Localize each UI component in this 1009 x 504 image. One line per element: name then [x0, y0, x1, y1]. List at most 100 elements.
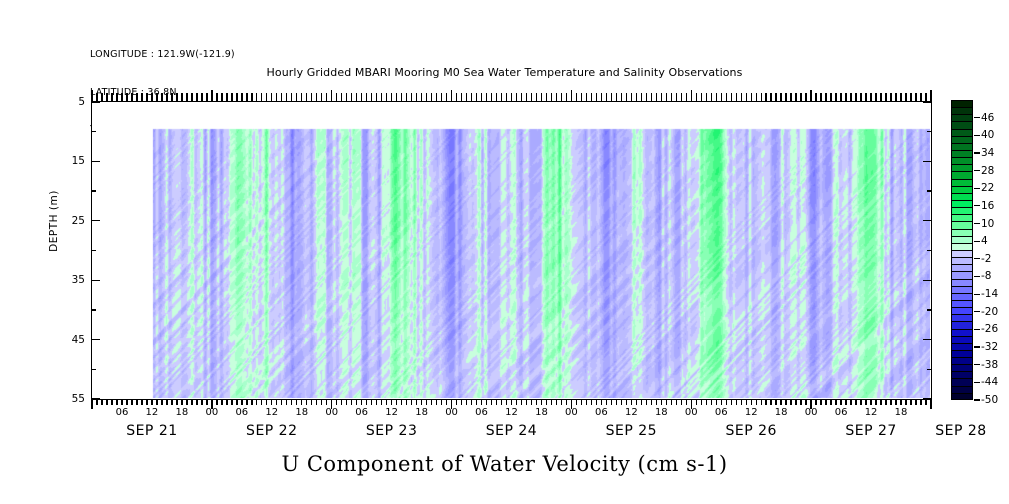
x-tick-bottom: [186, 400, 188, 405]
x-tick-bottom: [525, 400, 528, 405]
chart-caption: U Component of Water Velocity (cm s-1): [281, 452, 728, 476]
colorbar-swatch: [952, 365, 972, 373]
x-tick-bottom: [266, 400, 268, 405]
x-tick-bottom: [276, 400, 278, 405]
y-tick-minor-right: [927, 309, 932, 311]
x-tick-bottom: [840, 400, 842, 405]
x-tick-bottom: [495, 400, 498, 405]
x-tick-top: [350, 93, 353, 101]
y-axis-tick-label: 15: [71, 155, 85, 168]
x-axis-hour-label: 00: [684, 407, 698, 418]
x-tick-bottom: [286, 400, 288, 405]
x-tick-top: [515, 93, 518, 101]
x-tick-bottom: [930, 400, 932, 409]
x-tick-top: [780, 93, 782, 101]
x-tick-top: [400, 93, 403, 101]
x-axis-hour-label: 12: [864, 407, 878, 418]
colorbar-swatch: [952, 358, 972, 366]
x-tick-top: [750, 93, 752, 101]
colorbar-swatch: [952, 143, 972, 151]
x-tick-top: [126, 93, 128, 101]
x-tick-top: [925, 93, 927, 101]
x-tick-bottom: [860, 400, 862, 405]
x-tick-bottom: [360, 400, 363, 405]
colorbar-tick: [974, 134, 980, 136]
x-tick-top: [216, 93, 218, 101]
x-axis-hour-label: 18: [774, 407, 788, 418]
x-tick-bottom: [845, 400, 847, 405]
x-tick-top: [445, 93, 448, 101]
x-tick-top: [91, 90, 93, 101]
x-tick-top: [435, 93, 438, 101]
x-tick-bottom: [171, 400, 173, 405]
x-tick-bottom: [660, 400, 662, 405]
y-axis-tick-label: 45: [71, 333, 85, 346]
x-tick-top: [740, 93, 742, 101]
x-tick-top: [405, 93, 408, 101]
colorbar-tick-label: -8: [981, 270, 992, 283]
x-tick-bottom: [271, 400, 273, 405]
x-tick-top: [890, 93, 892, 101]
x-tick-top: [565, 93, 568, 101]
x-tick-top: [500, 93, 503, 101]
colorbar-swatch: [952, 179, 972, 187]
x-tick-bottom: [830, 400, 832, 405]
x-tick-top: [640, 93, 643, 101]
x-axis-day-label: SEP 22: [246, 423, 298, 439]
y-tick-major: [91, 279, 100, 281]
x-tick-top: [675, 93, 677, 101]
x-tick-top: [600, 93, 603, 101]
x-tick-top: [705, 93, 707, 101]
colorbar-tick-label: 16: [981, 199, 995, 212]
x-tick-top: [121, 93, 123, 101]
x-tick-top: [146, 93, 148, 101]
colorbar-swatch: [952, 243, 972, 251]
x-tick-bottom: [850, 400, 852, 405]
x-tick-bottom: [510, 400, 513, 405]
x-tick-top: [271, 93, 273, 101]
x-tick-bottom: [885, 400, 887, 405]
y-tick-major: [91, 338, 100, 341]
x-tick-bottom: [710, 400, 712, 405]
heatmap-canvas: [92, 102, 930, 398]
x-tick-top: [231, 93, 233, 101]
colorbar-swatch: [952, 372, 972, 380]
x-tick-bottom: [900, 400, 902, 405]
x-tick-top: [765, 93, 767, 101]
colorbar-tick: [974, 205, 980, 207]
colorbar-swatch: [952, 258, 972, 266]
x-tick-bottom: [251, 400, 253, 405]
x-tick-bottom: [765, 400, 767, 405]
x-tick-bottom: [221, 400, 223, 405]
x-axis-hour-label: 12: [744, 407, 758, 418]
x-tick-top: [915, 93, 917, 101]
x-axis-day-label: SEP 26: [725, 423, 777, 439]
x-tick-bottom: [355, 400, 358, 405]
x-tick-bottom: [910, 400, 912, 405]
x-tick-bottom: [915, 400, 917, 405]
x-axis-hour-label: 06: [115, 407, 129, 418]
x-tick-top: [810, 90, 812, 101]
x-tick-bottom: [815, 400, 817, 405]
x-tick-top: [365, 93, 368, 101]
x-tick-bottom: [350, 400, 353, 405]
x-tick-top: [785, 93, 787, 101]
x-tick-bottom: [805, 400, 807, 405]
colorbar-tick: [974, 258, 980, 260]
colorbar-tick-label: -20: [981, 305, 999, 318]
x-tick-bottom: [440, 400, 443, 405]
x-tick-bottom: [865, 400, 867, 405]
colorbar-swatch: [952, 215, 972, 223]
x-axis-day-label: SEP 24: [485, 423, 538, 439]
colorbar-swatch: [952, 300, 972, 309]
y-tick-minor-right: [927, 131, 932, 133]
y-tick-minor-right: [927, 249, 932, 252]
colorbar-swatch: [952, 393, 972, 399]
x-tick-top: [525, 93, 528, 101]
x-axis-hour-label: 12: [145, 407, 159, 418]
colorbar-swatch: [952, 229, 972, 237]
colorbar-swatch: [952, 308, 972, 316]
x-tick-top: [186, 93, 188, 101]
x-tick-bottom: [151, 400, 153, 405]
x-tick-top: [660, 93, 662, 101]
